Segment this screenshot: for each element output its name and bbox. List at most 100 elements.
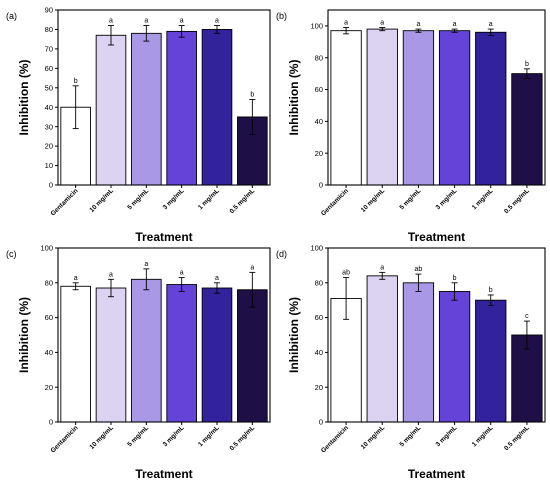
bar <box>475 299 507 423</box>
panel-label: (b) <box>276 11 287 21</box>
significance-label: a <box>215 18 219 25</box>
y-tick-label: 100 <box>40 244 53 253</box>
plot-frame <box>327 247 546 423</box>
bar <box>131 32 162 186</box>
significance-label: a <box>144 18 148 25</box>
y-tick-label: 50 <box>45 83 53 92</box>
significance-label: b <box>489 287 493 294</box>
y-tick-label: 60 <box>45 64 53 73</box>
x-axis-title: Treatment <box>135 230 192 244</box>
bar <box>511 73 543 186</box>
bar <box>438 30 471 186</box>
category-label: 3 mg/mL <box>435 424 459 448</box>
category-label: 10 mg/mL <box>89 424 115 450</box>
category-label: 10 mg/mL <box>360 187 386 213</box>
category-label: 1 mg/mL <box>197 424 221 448</box>
y-tick-label: 20 <box>315 383 323 392</box>
significance-label: b <box>74 78 78 85</box>
category-label: Gentamicin <box>320 187 350 217</box>
y-tick-label: 20 <box>315 149 323 158</box>
significance-label: a <box>416 21 420 28</box>
significance-label: a <box>453 21 457 28</box>
category-label: 10 mg/mL <box>89 187 115 213</box>
bar <box>201 28 233 186</box>
y-tick-label: 30 <box>45 122 53 131</box>
category-label: 10 mg/mL <box>360 424 386 450</box>
bar <box>201 287 233 423</box>
y-tick-label: 10 <box>45 161 53 170</box>
y-tick-label: 0 <box>49 181 53 190</box>
significance-label: b <box>453 275 457 282</box>
y-tick-label: 0 <box>319 181 323 190</box>
y-tick-label: 60 <box>315 313 323 322</box>
bar <box>366 275 398 423</box>
significance-label: a <box>380 264 384 271</box>
y-tick-label: 0 <box>319 418 323 427</box>
category-label: 5 mg/mL <box>398 187 422 211</box>
category-label: 3 mg/mL <box>435 187 459 211</box>
significance-label: a <box>180 18 184 25</box>
bar <box>95 287 127 423</box>
y-tick-label: 80 <box>45 278 53 287</box>
x-axis-title: Treatment <box>135 467 192 481</box>
significance-label: a <box>380 20 384 27</box>
significance-label: c <box>525 313 529 320</box>
y-tick-label: 60 <box>45 313 53 322</box>
category-label: 3 mg/mL <box>162 424 186 448</box>
y-tick-label: 100 <box>310 22 323 31</box>
y-tick-label: 0 <box>49 418 53 427</box>
chart-panel-4: (d) 0 20 40 60 80 100 ab Gentamicin a 10 mg/mL ab 5 … <box>276 244 546 481</box>
significance-label: a <box>489 21 493 28</box>
x-axis-title: Treatment <box>408 467 465 481</box>
significance-label: a <box>180 270 184 277</box>
category-label: Gentamicin <box>50 424 80 454</box>
chart-panel-3: (c) 0 20 40 60 80 100 a Gentamicin a 10 mg/mL a 5 mg… <box>6 244 271 481</box>
y-tick-label: 40 <box>315 117 323 126</box>
chart-panel-1: (a) 0 10 20 30 40 50 60 70 80 90 b Gentamicin a 10 mg/… <box>6 6 271 244</box>
y-tick-label: 80 <box>315 278 323 287</box>
y-tick-label: 80 <box>45 25 53 34</box>
y-tick-label: 80 <box>315 53 323 62</box>
y-axis-title: Inhibition (%) <box>287 60 301 136</box>
y-tick-label: 100 <box>310 244 323 253</box>
category-label: 0.5 mg/mL <box>503 424 531 452</box>
bar <box>95 34 127 186</box>
category-label: 5 mg/mL <box>126 424 150 448</box>
bar <box>166 30 197 186</box>
panel-label: (a) <box>6 11 17 21</box>
category-label: 0.5 mg/mL <box>229 187 257 215</box>
category-label: 0.5 mg/mL <box>503 187 531 215</box>
plot-frame <box>57 9 271 186</box>
bar <box>330 30 362 186</box>
chart-panel-2: (b) 0 20 40 60 80 100 a Gentamicin a 10 mg/mL a 5 mg… <box>276 9 546 244</box>
y-tick-label: 20 <box>45 383 53 392</box>
significance-label: a <box>144 261 148 268</box>
category-label: 1 mg/mL <box>197 187 221 211</box>
y-axis-title: Inhibition (%) <box>287 297 301 373</box>
bar <box>366 28 398 186</box>
bar <box>438 291 471 423</box>
y-tick-label: 40 <box>315 348 323 357</box>
y-tick-label: 20 <box>45 142 53 151</box>
bar <box>60 285 91 423</box>
category-label: 3 mg/mL <box>162 187 186 211</box>
y-axis-title: Inhibition (%) <box>17 297 31 373</box>
significance-label: a <box>109 271 113 278</box>
category-label: Gentamicin <box>50 187 80 217</box>
bar <box>131 278 162 423</box>
plot-frame <box>327 9 546 186</box>
significance-label: ab <box>342 270 350 277</box>
y-tick-label: 70 <box>45 44 53 53</box>
significance-label: a <box>74 275 78 282</box>
significance-label: ab <box>415 266 423 273</box>
y-tick-label: 40 <box>45 348 53 357</box>
bar <box>166 284 197 423</box>
bar <box>402 282 435 423</box>
bar <box>237 289 268 423</box>
category-label: 1 mg/mL <box>471 424 495 448</box>
significance-label: b <box>250 91 254 98</box>
y-tick-label: 60 <box>315 85 323 94</box>
category-label: 5 mg/mL <box>126 187 150 211</box>
y-axis-title: Inhibition (%) <box>17 60 31 136</box>
